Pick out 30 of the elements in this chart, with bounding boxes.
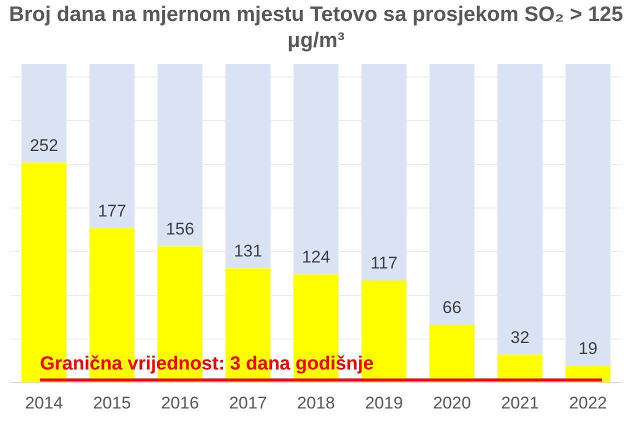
x-tick-label: 2018	[297, 393, 335, 412]
bar	[362, 64, 406, 280]
bar	[566, 64, 610, 366]
x-tick-label: 2017	[229, 393, 267, 412]
bar	[22, 64, 66, 163]
data-label: 156	[166, 220, 194, 239]
bar	[90, 64, 134, 228]
x-tick-label: 2020	[433, 393, 471, 412]
bar	[294, 64, 338, 274]
data-label: 177	[98, 201, 126, 220]
bar	[498, 64, 542, 355]
x-tick-label: 2016	[161, 393, 199, 412]
x-tick-label: 2022	[569, 393, 607, 412]
data-label: 131	[234, 241, 262, 260]
bar	[430, 324, 474, 382]
x-tick-label: 2021	[501, 393, 539, 412]
x-tick-label: 2019	[365, 393, 403, 412]
data-label: 117	[370, 254, 398, 273]
data-label: 19	[578, 339, 598, 358]
x-tick-label: 2014	[25, 393, 63, 412]
bar	[158, 64, 202, 246]
data-label: 252	[30, 136, 58, 155]
data-label: 124	[302, 248, 330, 267]
bar	[498, 354, 542, 382]
data-label: 66	[442, 298, 462, 318]
bar	[226, 64, 270, 268]
bar	[430, 64, 474, 325]
chart-title: Broj dana na mjernom mjestu Tetovo sa prosjekom SO₂ > 125 μg/m³	[8, 2, 624, 54]
x-tick-label: 2015	[93, 393, 131, 412]
data-label: 32	[510, 328, 530, 347]
